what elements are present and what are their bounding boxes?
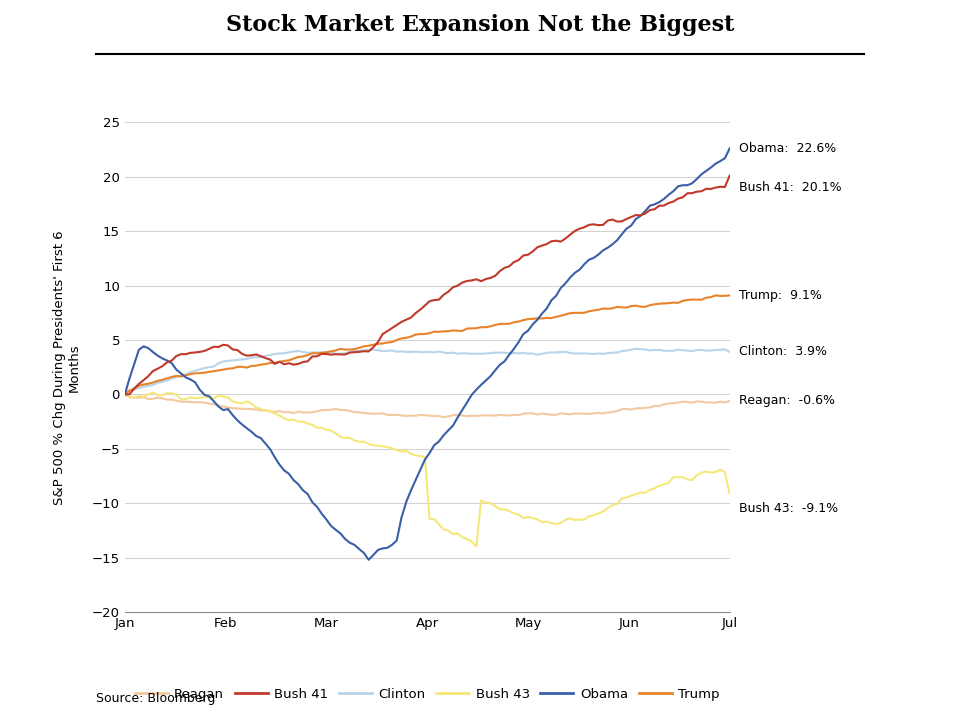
Legend: Reagan, Bush 41, Clinton, Bush 43, Obama, Trump: Reagan, Bush 41, Clinton, Bush 43, Obama… [130,683,725,706]
Text: Trump:  9.1%: Trump: 9.1% [739,289,822,302]
Text: Reagan:  -0.6%: Reagan: -0.6% [739,395,835,408]
Text: Obama:  22.6%: Obama: 22.6% [739,142,836,155]
Y-axis label: S&P 500 % Chg During Presidents' First 6
Months: S&P 500 % Chg During Presidents' First 6… [53,230,81,505]
Text: Stock Market Expansion Not the Biggest: Stock Market Expansion Not the Biggest [226,14,734,36]
Text: Bush 43:  -9.1%: Bush 43: -9.1% [739,502,838,515]
Text: Source: Bloomberg: Source: Bloomberg [96,692,215,705]
Text: Clinton:  3.9%: Clinton: 3.9% [739,346,828,359]
Text: Bush 41:  20.1%: Bush 41: 20.1% [739,181,842,194]
